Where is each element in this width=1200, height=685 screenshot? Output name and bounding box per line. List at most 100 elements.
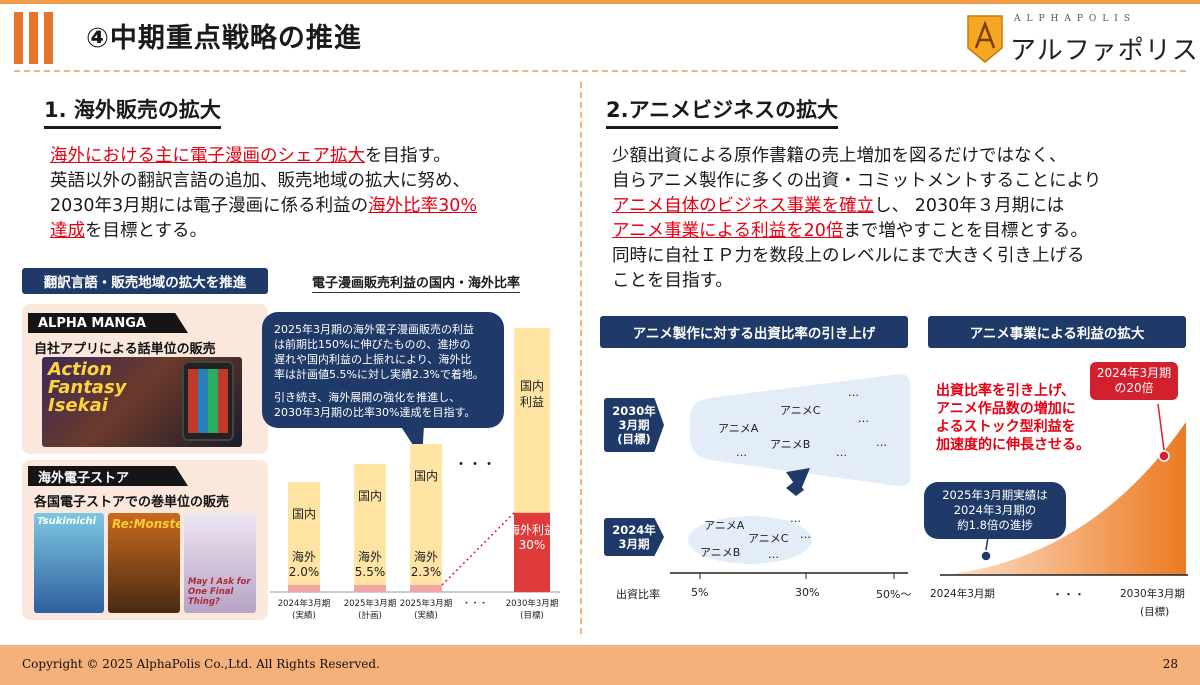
bar-domestic-label-4: 国内 利益 (519, 379, 544, 409)
bubble-line: 引き続き、海外展開の強化を推進し、 (274, 391, 461, 404)
x-tick-2: 2025年3月期 (実績) (399, 599, 453, 621)
bar-domestic-0 (288, 482, 320, 585)
target-period-tag: 2030年 3月期 (目標) (604, 398, 664, 452)
chart-svg (270, 328, 560, 593)
bar-overseas-label-4: 海外利益 30% (507, 522, 556, 552)
upper-more-5: … (736, 446, 747, 459)
art-title-line-2: Fantasy (48, 377, 127, 398)
header-stripes (14, 12, 62, 64)
investment-axis-title: 出資比率 (616, 588, 660, 601)
lower-more-3: … (800, 528, 811, 541)
book-cover-may-i-ask: May I Ask for One Final Thing? (184, 513, 256, 613)
upper-more-3: … (876, 436, 887, 449)
note-line: 出資比率を引き上げ、 (936, 383, 1076, 399)
upper-anime-a: アニメA (718, 422, 759, 435)
overseas-result-bubble: 2025年3月期の海外電子漫画販売の利益 は前期比150%に伸びたものの、進捗の… (262, 312, 504, 428)
page-number: 28 (1162, 657, 1178, 671)
art-title-line-1: Action (48, 359, 113, 380)
overseas-text-1: を目指す。 (365, 146, 451, 166)
axis-tick-30: 30% (795, 586, 820, 599)
cover-title-a: Tsukimichi (37, 516, 97, 527)
overseas-highlight-3: 達成 (50, 221, 85, 241)
overseas-text-2: 英語以外の翻訳言語の追加、販売地域の拡大に努め、 (50, 171, 470, 191)
lower-more-1: … (790, 512, 801, 525)
chart-ellipsis: ・・・ (454, 457, 496, 473)
upper-anime-c: アニメC (780, 404, 821, 417)
overseas-description: 海外における主に電子漫画のシェア拡大を目指す。 英語以外の翻訳言語の追加、販売地… (50, 144, 570, 244)
logo-subtext: ALPHAPOLIS (1014, 14, 1137, 24)
anime-highlight-2: アニメ事業による利益を20倍 (612, 221, 844, 241)
anime-text-3: し、 2030年３月期には (874, 196, 1065, 216)
overseas-text-3: 2030年3月期には電子漫画に係る利益の (50, 196, 369, 216)
tag-line: 2030年 (612, 404, 656, 418)
top-accent-bar (0, 0, 1200, 4)
axis-tick-5: 5% (691, 586, 709, 599)
book-cover-remonster: Re:Monster (108, 513, 180, 613)
alpha-manga-caption: 自社アプリによる話単位の販売 (34, 342, 216, 357)
badge-line: の20倍 (1114, 381, 1154, 395)
x-tick-3: ・・・ (462, 599, 488, 609)
bubble-line: 2030年3月期の比率30%達成を目指す。 (274, 406, 476, 419)
trend-dotted-line (441, 512, 515, 586)
chart-title: 電子漫画販売利益の国内・海外比率 (312, 272, 521, 293)
anime-text-4: まで増やすことを目標とする。 (843, 221, 1088, 241)
bubble-line: 遅れや国内利益の上振れにより、海外比 (274, 353, 472, 366)
bar-overseas-2 (410, 585, 442, 592)
bar-domestic-2 (410, 444, 442, 585)
tag-line: (目標) (617, 432, 651, 446)
anime-highlight-1: アニメ自体のビジネス事業を確立 (612, 196, 875, 216)
lower-anime-a: アニメA (704, 519, 745, 532)
logo-wordmark: アルファポリス (1010, 36, 1199, 66)
header-divider (14, 70, 1186, 72)
upper-more-2: … (858, 412, 869, 425)
overseas-highlight-2: 海外比率30% (368, 196, 478, 216)
alpha-manga-tag: ALPHA MANGA (28, 313, 188, 333)
alpha-manga-artwork: Action Fantasy Isekai (42, 357, 242, 447)
bar-overseas-0 (288, 585, 320, 592)
anime-text-2: 自らアニメ製作に多くの出資・コミットメントすることにより (612, 171, 1102, 191)
target-20x-badge: 2024年3月期 の20倍 (1090, 362, 1178, 400)
bubble-line: 2025年3月期の海外電子漫画販売の利益 (274, 323, 474, 336)
anime-description: 少額出資による原作書籍の売上増加を図るだけではなく、 自らアニメ製作に多くの出資… (612, 144, 1192, 294)
bar-overseas-1 (354, 585, 386, 592)
translation-expansion-label: 翻訳言語・販売地域の拡大を推進 (22, 268, 268, 294)
x-tick-0: 2024年3月期 (実績) (277, 599, 331, 621)
bar-domestic-label-2: 国内 (413, 469, 438, 483)
bar-overseas-4 (514, 512, 550, 592)
badge-line: 2024年3月期 (1096, 366, 1172, 380)
bar-domestic-1 (354, 464, 386, 585)
overseas-highlight-1: 海外における主に電子漫画のシェア拡大 (50, 146, 365, 166)
anime-text-1: 少額出資による原作書籍の売上増加を図るだけではなく、 (612, 146, 1067, 166)
bar-overseas-label-2: 海外 2.3% (410, 550, 442, 579)
badge-line: 約1.8倍の進捗 (957, 518, 1033, 532)
bar-overseas-label-0: 海外 2.0% (288, 550, 320, 579)
overseas-ratio-chart: 国内 海外 2.0% 国内 海外 5.5% 国内 海外 2.3% 国内 利益 海外利益 30%… (270, 300, 570, 630)
alphapolis-logo: ALPHAPOLIS アルファポリス (966, 10, 1198, 68)
progress-1-8x-badge: 2025年3月期実績は 2024年3月期の 約1.8倍の進捗 (924, 482, 1066, 539)
axis-tick-50: 50%〜 (876, 588, 912, 601)
x-tick-1: 2025年3月期 (計画) (343, 599, 397, 621)
x-tick-4: 2030年3月期 (目標) (505, 599, 559, 621)
note-line: よるストック型利益を (936, 419, 1076, 435)
overseas-store-tag: 海外電子ストア (28, 466, 188, 486)
cover-title-c: May I Ask for One Final Thing? (188, 577, 251, 607)
profit-x-end: 2030年3月期 (1120, 588, 1185, 600)
investment-ratio-label: アニメ製作に対する出資比率の引き上げ (600, 316, 908, 348)
bubble-line: 率は計画値5.5%に対し実績2.3%で着地。 (274, 368, 484, 381)
anime-text-5: 同時に自社ＩＰ力を数段上のレベルにまで大きく引き上げる (612, 246, 1085, 266)
lower-anime-b: アニメB (700, 546, 741, 559)
note-line: 加速度的に伸長させる。 (936, 437, 1090, 453)
copyright-text: Copyright © 2025 AlphaPolis Co.,Ltd. All… (22, 657, 380, 671)
overseas-store-caption: 各国電子ストアでの巻単位の販売 (34, 495, 230, 510)
logo-emblem-icon (967, 15, 1003, 63)
anime-profit-label: アニメ事業による利益の拡大 (928, 316, 1186, 348)
tag-line: 3月期 (618, 537, 650, 551)
lower-more-2: … (768, 548, 779, 561)
lower-anime-c: アニメC (748, 532, 789, 545)
badge-line: 2024年3月期の (953, 503, 1037, 517)
badge-line: 2025年3月期実績は (942, 488, 1048, 502)
tag-line: 2024年 (612, 523, 656, 537)
bar-domestic-label-0: 国内 (291, 507, 316, 521)
overseas-text-4: を目標とする。 (85, 221, 207, 241)
footer-bar: Copyright © 2025 AlphaPolis Co.,Ltd. All… (0, 645, 1200, 685)
